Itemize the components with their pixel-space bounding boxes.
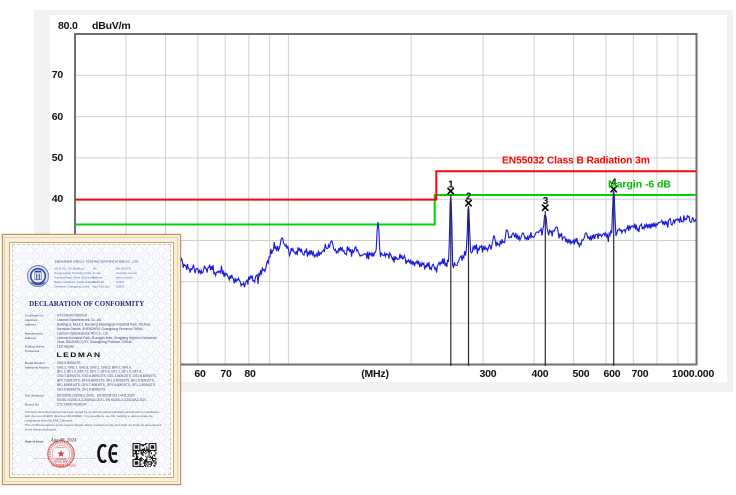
svg-text:EN55032 Class B Radiation 3m: EN55032 Class B Radiation 3m	[502, 156, 650, 167]
svg-text:2: 2	[466, 192, 472, 203]
svg-text:Margin -6 dB: Margin -6 dB	[608, 180, 671, 191]
svg-text:1: 1	[448, 180, 454, 191]
svg-text:3: 3	[543, 196, 549, 207]
svg-text:4: 4	[611, 178, 617, 189]
